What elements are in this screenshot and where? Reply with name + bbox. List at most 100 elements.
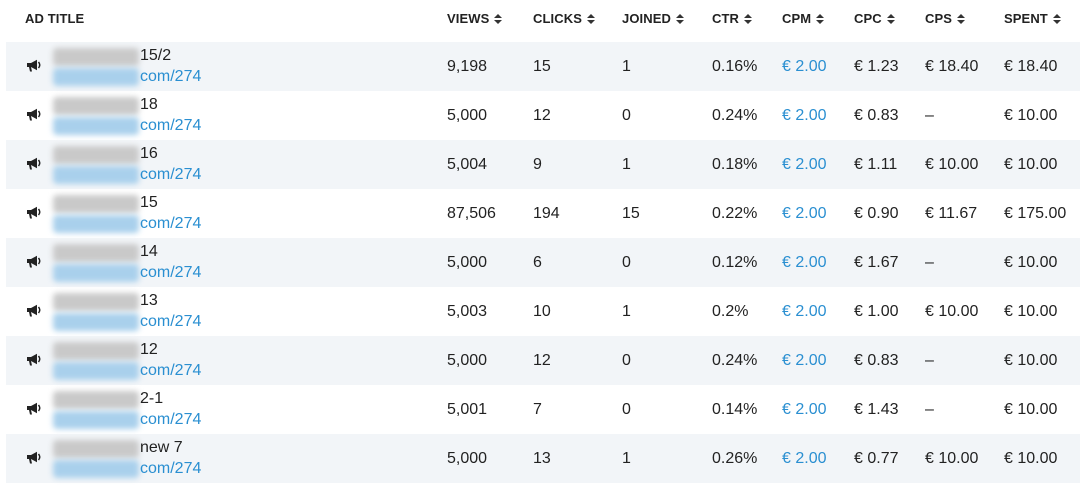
header-views[interactable]: VIEWS xyxy=(447,11,503,26)
redacted-url xyxy=(53,264,139,282)
table-row[interactable]: 14 com/274 5,000 6 0 0.12% € 2.00 € 1.67… xyxy=(6,238,1080,287)
megaphone-icon xyxy=(27,157,41,170)
ad-url-link[interactable]: com/274 xyxy=(140,411,202,428)
redacted-url xyxy=(53,166,139,184)
sort-icon[interactable] xyxy=(676,13,685,25)
views-cell: 5,003 xyxy=(447,303,488,320)
cpm-link[interactable]: € 2.00 xyxy=(782,450,827,467)
sort-icon[interactable] xyxy=(587,13,595,25)
sort-icon[interactable] xyxy=(957,13,966,25)
cps-cell: – xyxy=(925,107,934,124)
joined-cell: 0 xyxy=(622,254,631,271)
ctr-cell: 0.14% xyxy=(712,401,758,418)
cpm-link[interactable]: € 2.00 xyxy=(782,303,827,320)
redacted-title xyxy=(53,48,139,66)
cps-cell: € 18.40 xyxy=(925,58,979,75)
sort-icon[interactable] xyxy=(494,13,503,25)
cpc-cell: € 0.90 xyxy=(854,205,899,222)
megaphone-icon xyxy=(27,304,41,317)
ctr-cell: 0.12% xyxy=(712,254,758,271)
spent-cell: € 175.00 xyxy=(1004,205,1067,222)
table-row[interactable]: 18 com/274 5,000 12 0 0.24% € 2.00 € 0.8… xyxy=(6,91,1080,140)
clicks-cell: 15 xyxy=(533,58,551,75)
ad-title-text: 15 xyxy=(140,194,158,211)
ad-title-text: 12 xyxy=(140,341,158,358)
spent-cell: € 10.00 xyxy=(1004,303,1058,320)
header-cpm-label: CPM xyxy=(782,11,812,26)
sort-icon[interactable] xyxy=(744,13,753,25)
cpm-link[interactable]: € 2.00 xyxy=(782,156,827,173)
joined-cell: 0 xyxy=(622,107,631,124)
redacted-title xyxy=(53,342,139,360)
ad-title-text: new 7 xyxy=(140,439,183,456)
ad-title-text: 2-1 xyxy=(140,390,164,407)
sort-icon[interactable] xyxy=(1052,13,1061,25)
clicks-cell: 9 xyxy=(533,156,542,173)
sort-icon[interactable] xyxy=(886,13,895,25)
ad-url-link[interactable]: com/274 xyxy=(140,264,202,281)
ctr-cell: 0.26% xyxy=(712,450,758,467)
cpm-link[interactable]: € 2.00 xyxy=(782,352,827,369)
cps-cell: € 10.00 xyxy=(925,303,979,320)
ad-title-text: 13 xyxy=(140,292,158,309)
header-ctr[interactable]: CTR xyxy=(712,11,753,26)
spent-cell: € 10.00 xyxy=(1004,156,1058,173)
ad-url-link[interactable]: com/274 xyxy=(140,68,202,85)
redacted-title xyxy=(53,244,139,262)
header-cps[interactable]: CPS xyxy=(925,11,966,26)
table-row[interactable]: 13 com/274 5,003 10 1 0.2% € 2.00 € 1.00… xyxy=(6,287,1080,336)
cpc-cell: € 1.43 xyxy=(854,401,899,418)
ctr-cell: 0.24% xyxy=(712,352,758,369)
views-cell: 9,198 xyxy=(447,58,488,75)
cpm-link[interactable]: € 2.00 xyxy=(782,58,827,75)
ad-url-link[interactable]: com/274 xyxy=(140,362,202,379)
spent-cell: € 10.00 xyxy=(1004,352,1058,369)
joined-cell: 1 xyxy=(622,303,631,320)
header-spent[interactable]: SPENT xyxy=(1004,11,1061,26)
ad-url-link[interactable]: com/274 xyxy=(140,460,202,477)
header-clicks[interactable]: CLICKS xyxy=(533,11,595,26)
sort-icon[interactable] xyxy=(816,13,825,25)
header-joined-label: JOINED xyxy=(622,11,672,26)
table-row[interactable]: 15/2 com/274 9,198 15 1 0.16% € 2.00 € 1… xyxy=(6,42,1080,91)
cpm-link[interactable]: € 2.00 xyxy=(782,401,827,418)
views-cell: 5,004 xyxy=(447,156,488,173)
table-row[interactable]: 15 com/274 87,506 194 15 0.22% € 2.00 € … xyxy=(6,189,1080,238)
cpm-link[interactable]: € 2.00 xyxy=(782,205,827,222)
ctr-cell: 0.18% xyxy=(712,156,758,173)
header-cpc[interactable]: CPC xyxy=(854,11,895,26)
joined-cell: 0 xyxy=(622,401,631,418)
megaphone-icon xyxy=(27,206,41,219)
cpm-link[interactable]: € 2.00 xyxy=(782,254,827,271)
cpc-cell: € 0.77 xyxy=(854,450,899,467)
header-joined[interactable]: JOINED xyxy=(622,11,685,26)
header-ad-title: AD TITLE xyxy=(25,11,84,26)
clicks-cell: 10 xyxy=(533,303,551,320)
cpc-cell: € 1.67 xyxy=(854,254,899,271)
redacted-title xyxy=(53,391,139,409)
ad-url-link[interactable]: com/274 xyxy=(140,313,202,330)
spent-cell: € 10.00 xyxy=(1004,107,1058,124)
redacted-url xyxy=(53,117,139,135)
joined-cell: 1 xyxy=(622,156,631,173)
cps-cell: € 10.00 xyxy=(925,156,979,173)
header-cpm[interactable]: CPM xyxy=(782,11,825,26)
header-ad-title-label: AD TITLE xyxy=(25,11,85,26)
ad-url-link[interactable]: com/274 xyxy=(140,117,202,134)
table-row[interactable]: 2-1 com/274 5,001 7 0 0.14% € 2.00 € 1.4… xyxy=(6,385,1080,434)
redacted-title xyxy=(53,195,139,213)
redacted-url xyxy=(53,362,139,380)
joined-cell: 0 xyxy=(622,352,631,369)
ad-url-link[interactable]: com/274 xyxy=(140,166,202,183)
ad-url-link[interactable]: com/274 xyxy=(140,215,202,232)
redacted-url xyxy=(53,313,139,331)
cpc-cell: € 1.11 xyxy=(854,156,898,173)
cpm-link[interactable]: € 2.00 xyxy=(782,107,827,124)
cps-cell: € 11.67 xyxy=(925,205,978,222)
table-row[interactable]: new 7 com/274 5,000 13 1 0.26% € 2.00 € … xyxy=(6,434,1080,483)
table-row[interactable]: 16 com/274 5,004 9 1 0.18% € 2.00 € 1.11… xyxy=(6,140,1080,189)
views-cell: 5,000 xyxy=(447,450,488,467)
cps-cell: – xyxy=(925,352,934,369)
table-row[interactable]: 12 com/274 5,000 12 0 0.24% € 2.00 € 0.8… xyxy=(6,336,1080,385)
